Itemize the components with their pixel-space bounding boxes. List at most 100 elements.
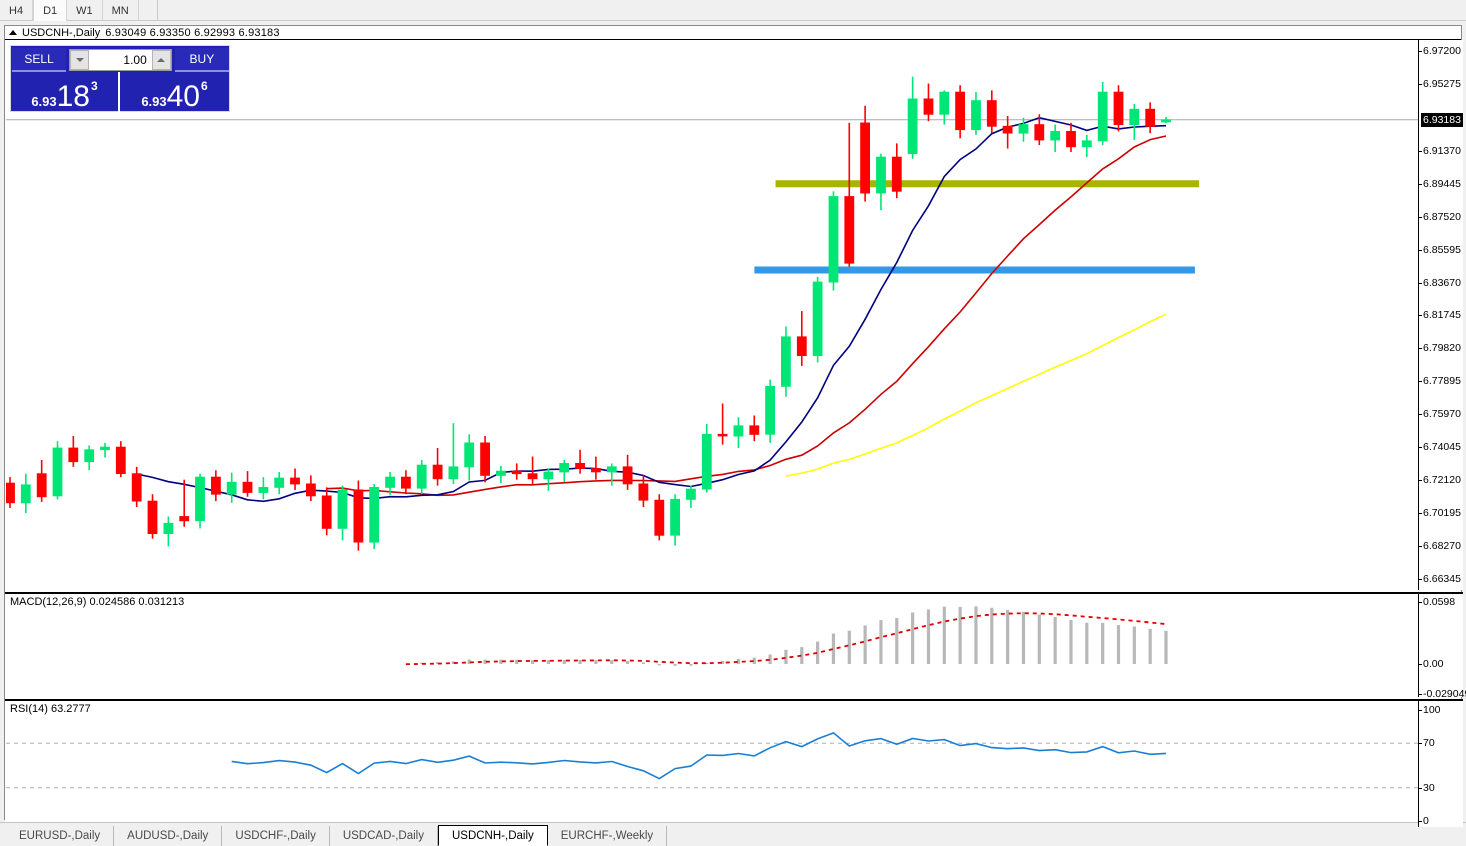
candle [923,83,934,122]
candle [559,459,570,483]
candle [6,477,15,508]
rsi-pane: RSI(14) 63.2777 100 70 30 0 [5,699,1463,827]
one-click-trading-panel[interactable]: SELL 1.00 BUY 6.93 18 3 6.93 40 6 [10,45,230,113]
candle [1081,134,1092,158]
sell-price-prefix: 6.93 [31,94,57,109]
candle [986,90,997,134]
candle [670,494,680,546]
candle-body [686,488,696,500]
price-tick: 6.95275 [1419,77,1461,90]
candle-body [495,470,506,476]
macd-tick: 0.00 [1418,658,1444,670]
rsi-scale: 100 70 30 0 [1418,701,1463,827]
candle-body [385,476,396,488]
period-tab-mn[interactable]: MN [103,0,139,21]
symbol-tab-audusd[interactable]: AUDUSD-,Daily [114,826,223,846]
one-click-price-row: 6.93 18 3 6.93 40 6 [11,72,229,113]
sell-price[interactable]: 6.93 18 3 [11,72,120,113]
candle [701,424,712,493]
period-tab-label: W1 [76,4,93,17]
period-tab-h4[interactable]: H4 [0,0,34,21]
candle [876,153,886,211]
ma-mid-line [326,135,1167,497]
symbol-tab-eurchf[interactable]: EURCHF-,Weekly [548,826,668,846]
candle [828,191,839,291]
period-tab-label: MN [111,4,129,17]
candle [36,459,47,502]
price-tick: 6.81745 [1419,309,1461,322]
candle-body [1034,124,1045,141]
candle [20,473,31,514]
candle [195,473,205,529]
candle [638,475,649,508]
price-plot-area[interactable] [6,40,1418,590]
buy-price-prefix: 6.93 [141,94,167,109]
candle [115,441,126,478]
period-tab-d1[interactable]: D1 [33,0,68,21]
candle-body [115,446,126,475]
candle [321,487,332,536]
candle-body [258,486,269,493]
candle [258,477,269,500]
period-tab-w1[interactable]: W1 [67,0,103,21]
candle-body [242,481,253,493]
symbol-tab-usdcad[interactable]: USDCAD-,Daily [330,826,438,846]
candle-body [321,495,332,529]
volume-input[interactable]: 1.00 [123,53,147,67]
price-tick: 6.83670 [1419,276,1461,289]
macd-scale: 0.0598 0.00 -0.029049 [1418,594,1466,700]
candle-body [52,447,63,497]
candle-body [6,482,15,504]
candle-body [305,483,316,497]
candle-body [781,336,791,387]
candle [527,456,538,484]
candle-body [876,156,886,194]
buy-price[interactable]: 6.93 40 6 [120,72,229,113]
candle-body [416,464,427,489]
candle-body [131,473,142,502]
candle-body [844,196,855,264]
volume-increase-button[interactable] [151,50,171,70]
candle-body [923,98,934,115]
candle-body [939,91,950,115]
candle [210,470,221,502]
volume-decrease-button[interactable] [70,50,90,70]
triangle-up-icon[interactable] [9,30,17,35]
candle-body [575,462,585,469]
rsi-tick: 0 [1419,815,1429,827]
price-tick: 6.75970 [1419,408,1461,421]
candle-body [812,281,823,356]
symbol-tab-usdcnh[interactable]: USDCNH-,Daily [437,825,548,846]
candle [68,436,79,467]
rsi-tick: 70 [1419,737,1435,750]
candle [844,122,855,267]
candle-body [432,464,443,480]
candle [274,471,285,495]
price-tick: 6.79820 [1419,342,1461,355]
price-tick: 6.66345 [1419,573,1461,585]
candle [749,415,760,442]
ma-fast-line [136,116,1167,503]
candle [84,445,95,471]
candle-body [195,476,205,522]
macd-plot-area[interactable] [6,594,1418,697]
sell-button[interactable]: SELL [12,47,67,72]
candle-body [543,471,554,480]
volume-stepper[interactable]: 1.00 [69,49,172,71]
period-bar-spacer [139,0,158,21]
symbol-tab-usdchf[interactable]: USDCHF-,Daily [222,826,330,846]
price-scale[interactable]: 6.97200 6.95275 6.93183 6.91370 6.89445 6.875… [1418,40,1463,590]
symbol-tab-eurusd[interactable]: EURUSD-,Daily [6,826,115,846]
candle [1018,117,1029,142]
candle [464,434,475,481]
rsi-plot-area[interactable] [6,701,1418,827]
candle-body [147,500,158,535]
buy-price-main: 40 [166,80,200,113]
candle-body [527,473,538,480]
candle [971,92,981,135]
rsi-line [231,731,1167,780]
buy-button[interactable]: BUY [174,47,229,72]
candle [432,448,443,486]
candle-body [670,498,680,536]
candle [781,326,791,397]
